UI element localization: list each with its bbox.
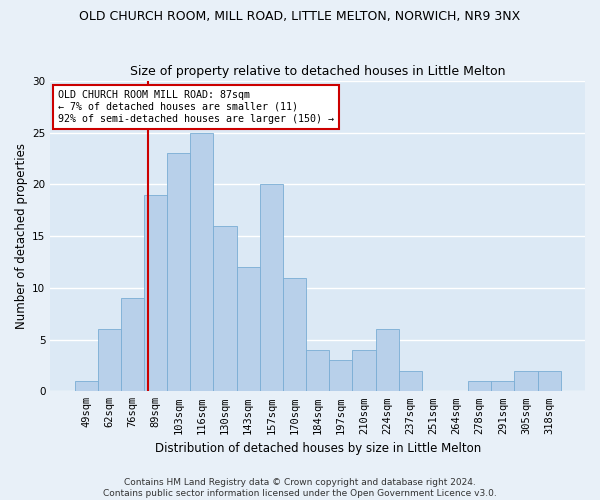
Bar: [468, 381, 491, 392]
Bar: [98, 330, 121, 392]
Bar: [74, 381, 98, 392]
X-axis label: Distribution of detached houses by size in Little Melton: Distribution of detached houses by size …: [155, 442, 481, 455]
Bar: [283, 278, 306, 392]
Bar: [538, 370, 560, 392]
Bar: [306, 350, 329, 392]
Bar: [236, 267, 260, 392]
Text: Contains HM Land Registry data © Crown copyright and database right 2024.
Contai: Contains HM Land Registry data © Crown c…: [103, 478, 497, 498]
Text: OLD CHURCH ROOM MILL ROAD: 87sqm
← 7% of detached houses are smaller (11)
92% of: OLD CHURCH ROOM MILL ROAD: 87sqm ← 7% of…: [58, 90, 334, 124]
Bar: [398, 370, 422, 392]
Bar: [167, 154, 190, 392]
Bar: [190, 133, 214, 392]
Bar: [214, 226, 236, 392]
Bar: [491, 381, 514, 392]
Bar: [329, 360, 352, 392]
Bar: [352, 350, 376, 392]
Bar: [514, 370, 538, 392]
Bar: [144, 195, 167, 392]
Title: Size of property relative to detached houses in Little Melton: Size of property relative to detached ho…: [130, 66, 505, 78]
Y-axis label: Number of detached properties: Number of detached properties: [15, 143, 28, 329]
Bar: [376, 330, 398, 392]
Bar: [121, 298, 144, 392]
Text: OLD CHURCH ROOM, MILL ROAD, LITTLE MELTON, NORWICH, NR9 3NX: OLD CHURCH ROOM, MILL ROAD, LITTLE MELTO…: [79, 10, 521, 23]
Bar: [260, 184, 283, 392]
